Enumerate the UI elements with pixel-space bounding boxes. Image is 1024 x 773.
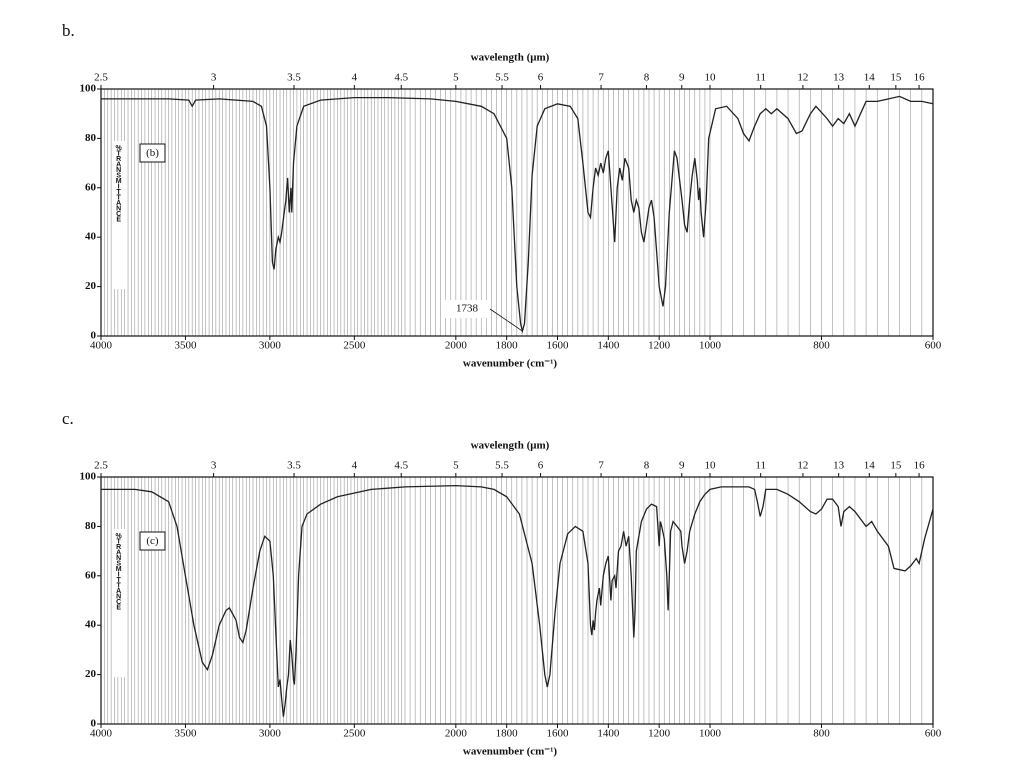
x2-tick-label: 3.5 [287, 460, 301, 472]
annotation-label: 1738 [456, 303, 479, 315]
x2-tick-label: 5 [453, 460, 459, 472]
y-tick-label: 20 [85, 280, 97, 292]
spectrum-panel: c.wavelength (μm)wavenumber (cm⁻¹)4000 35… [62, 409, 942, 758]
x-tick-label: 800 [813, 728, 830, 740]
annotation-leader [489, 308, 523, 332]
x-tick-label: 3000 [259, 728, 282, 740]
x2-tick-label: 11 [755, 460, 766, 472]
y-axis-title: %TRANSMITTANCE [114, 533, 122, 610]
x2-tick-label: 3 [211, 460, 217, 472]
y-tick-label: 100 [80, 83, 97, 95]
x2-axis-title: wavelength (μm) [471, 440, 550, 452]
x2-tick-label: 15 [890, 72, 902, 84]
y-tick-label: 20 [85, 668, 97, 680]
x-tick-label: 1600 [547, 728, 570, 740]
plot-frame [100, 476, 934, 725]
x2-tick-label: 10 [705, 460, 717, 472]
y-axis-title: %TRANSMITTANCE [114, 145, 122, 222]
x-tick-label: 2000 [445, 340, 468, 352]
x2-tick-label: 7 [598, 72, 604, 84]
y-tick-label: 40 [85, 619, 97, 631]
x2-tick-label: 6 [538, 460, 544, 472]
x-tick-label: 1400 [597, 728, 620, 740]
x2-tick-label: 9 [679, 72, 685, 84]
x2-axis-title: wavelength (μm) [471, 52, 550, 64]
spectrum-line [101, 484, 934, 717]
x2-tick-label: 3 [211, 72, 217, 84]
x-tick-label: 600 [925, 340, 942, 352]
x-tick-label: 800 [813, 340, 830, 352]
x2-tick-label: 7 [598, 460, 604, 472]
x2-tick-label: 16 [914, 460, 926, 472]
x2-tick-label: 2.5 [94, 460, 108, 472]
x2-tick-label: 9 [679, 460, 685, 472]
x-tick-label: 1600 [547, 340, 570, 352]
x2-tick-label: 8 [644, 460, 650, 472]
x2-tick-label: 14 [864, 460, 876, 472]
y-tick-label: 80 [85, 520, 97, 532]
x2-tick-label: 13 [833, 460, 845, 472]
x-tick-label: 4000 [90, 340, 113, 352]
x-tick-label: 4000 [90, 728, 113, 740]
x2-tick-label: 11 [755, 72, 766, 84]
y-tick-label: 60 [85, 181, 97, 193]
x-tick-label: 1800 [496, 728, 519, 740]
y-tick-label: 100 [80, 471, 97, 483]
inset-label-box [139, 143, 166, 163]
x-axis-title: wavenumber (cm⁻¹) [463, 746, 557, 758]
x2-tick-label: 4.5 [394, 460, 408, 472]
plot-frame [100, 88, 934, 337]
y-tick-label: 60 [85, 569, 97, 581]
spectrum-line [101, 95, 934, 334]
x-tick-label: 2500 [343, 728, 366, 740]
inset-label-box [139, 531, 166, 551]
x2-tick-label: 14 [864, 72, 876, 84]
x-tick-label: 1000 [699, 340, 722, 352]
x2-tick-label: 3.5 [287, 72, 301, 84]
x-tick-label: 3000 [259, 340, 282, 352]
x2-tick-label: 4.5 [394, 72, 408, 84]
x2-tick-label: 5 [453, 72, 459, 84]
x2-tick-label: 8 [644, 72, 650, 84]
x-tick-label: 1800 [496, 340, 519, 352]
y-label-box [112, 141, 126, 289]
x2-tick-label: 4 [352, 460, 358, 472]
annotation-box [445, 300, 490, 318]
x-tick-label: 2000 [445, 728, 468, 740]
x-tick-label: 1200 [648, 340, 671, 352]
x2-tick-label: 12 [797, 460, 808, 472]
x2-tick-label: 6 [538, 72, 544, 84]
x2-tick-label: 12 [797, 72, 808, 84]
y-tick-label: 0 [91, 718, 97, 730]
x2-tick-label: 2.5 [94, 72, 108, 84]
inset-label: (b) [146, 147, 159, 159]
x-tick-label: 1400 [597, 340, 620, 352]
x2-tick-label: 16 [914, 72, 926, 84]
x2-tick-label: 5.5 [495, 72, 509, 84]
y-tick-label: 0 [91, 330, 97, 342]
y-tick-label: 40 [85, 231, 97, 243]
x-tick-label: 3500 [174, 340, 197, 352]
x-tick-label: 1000 [699, 728, 722, 740]
x-tick-label: 600 [925, 728, 942, 740]
y-tick-label: 80 [85, 132, 97, 144]
x-tick-label: 3500 [174, 728, 197, 740]
inset-label: (c) [146, 535, 159, 547]
x2-tick-label: 5.5 [495, 460, 509, 472]
x2-tick-label: 10 [705, 72, 717, 84]
x-tick-label: 1200 [648, 728, 671, 740]
x-tick-label: 2500 [343, 340, 366, 352]
y-label-box [112, 529, 126, 677]
x2-tick-label: 13 [833, 72, 845, 84]
x2-tick-label: 4 [352, 72, 358, 84]
spectrum-panel: b.wavelength (μm)wavenumber (cm⁻¹)4000 35… [62, 21, 942, 370]
x-axis-title: wavenumber (cm⁻¹) [463, 358, 557, 370]
panel-title: b. [62, 21, 75, 40]
panel-title: c. [62, 409, 74, 428]
x2-tick-label: 15 [890, 460, 902, 472]
